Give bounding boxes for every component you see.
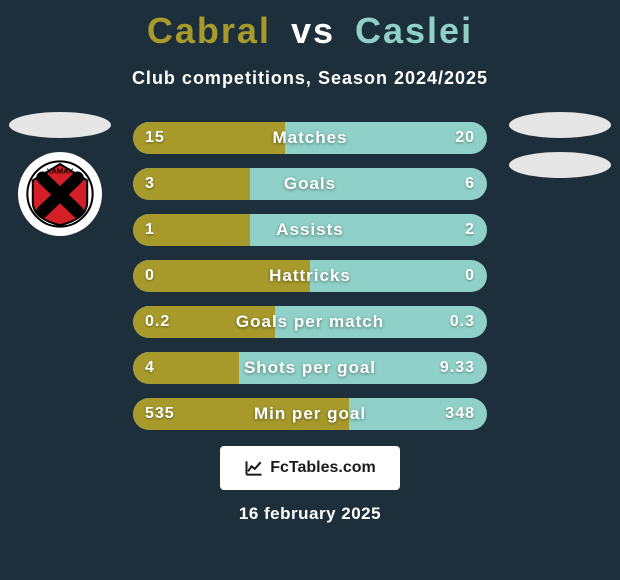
stat-label: Assists — [133, 214, 487, 246]
xamax-badge-icon: XAMAX — [26, 160, 94, 228]
player1-club-badge: XAMAX — [18, 152, 102, 236]
stat-row: 0.20.3Goals per match — [133, 306, 487, 338]
chart-icon — [244, 458, 264, 478]
subtitle: Club competitions, Season 2024/2025 — [0, 68, 620, 89]
stat-label: Hattricks — [133, 260, 487, 292]
comparison-card: Cabral vs Caslei Club competitions, Seas… — [0, 0, 620, 580]
stat-row: 12Assists — [133, 214, 487, 246]
stat-label: Goals per match — [133, 306, 487, 338]
vs-label: vs — [291, 10, 335, 51]
stat-row: 1520Matches — [133, 122, 487, 154]
right-avatar-column — [500, 112, 620, 178]
date-text: 16 february 2025 — [0, 504, 620, 524]
stat-label: Matches — [133, 122, 487, 154]
stat-label: Shots per goal — [133, 352, 487, 384]
stat-label: Goals — [133, 168, 487, 200]
svg-text:XAMAX: XAMAX — [47, 167, 74, 176]
player2-club-placeholder — [509, 152, 611, 178]
stat-label: Min per goal — [133, 398, 487, 430]
stat-row: 535348Min per goal — [133, 398, 487, 430]
content-area: XAMAX 1520Matches 36Goals 12Assists 00Hattr… — [0, 112, 620, 430]
title-row: Cabral vs Caslei — [0, 0, 620, 52]
player1-avatar-placeholder — [9, 112, 111, 138]
stat-bars: 1520Matches 36Goals 12Assists 00Hattricks 0.… — [133, 112, 487, 430]
player2-avatar-placeholder — [509, 112, 611, 138]
player2-name: Caslei — [355, 10, 473, 51]
left-avatar-column: XAMAX — [0, 112, 120, 236]
player1-name: Cabral — [147, 10, 271, 51]
brand-badge: FcTables.com — [220, 446, 400, 490]
brand-text: FcTables.com — [270, 459, 376, 477]
stat-row: 36Goals — [133, 168, 487, 200]
stat-row: 49.33Shots per goal — [133, 352, 487, 384]
stat-row: 00Hattricks — [133, 260, 487, 292]
